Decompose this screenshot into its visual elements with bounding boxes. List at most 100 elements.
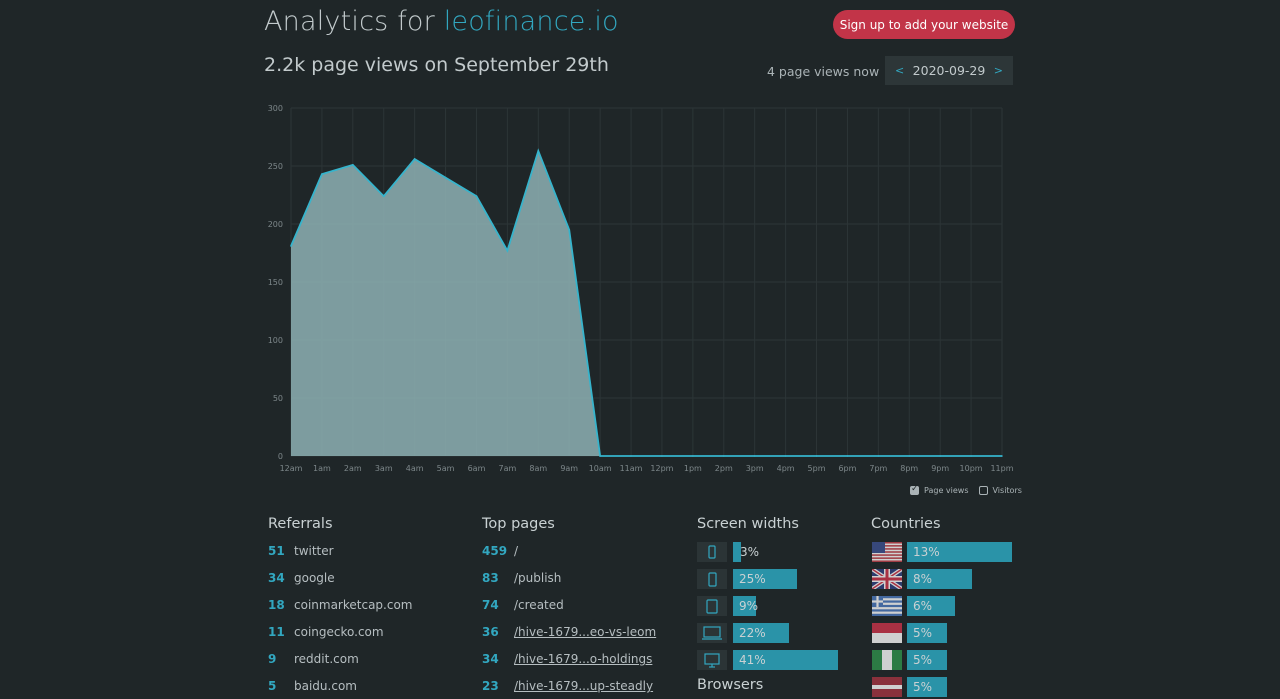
screen-width-pct: 22% bbox=[739, 626, 766, 640]
page-views-point bbox=[908, 455, 911, 457]
referral-label[interactable]: coinmarketcap.com bbox=[294, 598, 413, 612]
top-page-row[interactable]: 74/created bbox=[482, 598, 564, 612]
screen-width-pct: 9% bbox=[739, 599, 759, 613]
legend-visitors[interactable]: Visitors bbox=[978, 486, 1022, 495]
countries-title: Countries bbox=[871, 516, 941, 532]
y-tick-label: 150 bbox=[268, 278, 283, 287]
live-page-views: 4 page views now bbox=[767, 64, 880, 79]
country-bar[interactable] bbox=[907, 596, 956, 616]
top-page-label[interactable]: / bbox=[514, 544, 519, 558]
visitors-checkbox[interactable] bbox=[978, 486, 988, 495]
country-bar[interactable] bbox=[907, 650, 948, 670]
legend-visitors-label: Visitors bbox=[992, 486, 1022, 495]
top-page-row[interactable]: 34/hive-1679...o-holdings bbox=[482, 652, 652, 666]
country-bar[interactable] bbox=[907, 623, 948, 643]
next-date-button[interactable]: > bbox=[993, 64, 1003, 77]
nigeria-flag-icon bbox=[872, 650, 902, 670]
page-views-chart: 0 50 100 150 200 250 300 12am 1am 2am 3am 4am 5am 6am… bbox=[268, 104, 1014, 473]
referral-count: 51 bbox=[268, 544, 285, 558]
country-pct: 13% bbox=[913, 545, 940, 559]
title-prefix: Analytics for bbox=[264, 6, 444, 37]
x-tick-label: 6pm bbox=[838, 464, 856, 473]
x-tick-label: 2am bbox=[344, 464, 362, 473]
legend-page-views[interactable]: Page views bbox=[910, 484, 969, 495]
top-page-label[interactable]: /hive-1679...up-steadly bbox=[514, 679, 654, 693]
referral-label[interactable]: baidu.com bbox=[294, 679, 357, 693]
screen-width-bar[interactable] bbox=[733, 650, 838, 670]
screen-width-bar[interactable] bbox=[733, 623, 790, 643]
referral-row[interactable]: 51 twitter bbox=[268, 544, 334, 558]
page-views-checkbox[interactable] bbox=[910, 484, 919, 495]
referral-row[interactable]: 5 baidu.com bbox=[268, 679, 357, 693]
page-views-area bbox=[291, 150, 1002, 457]
referral-row[interactable]: 18 coinmarketcap.com bbox=[268, 598, 412, 612]
page-views-point bbox=[599, 455, 601, 457]
page-views-point bbox=[352, 164, 354, 166]
page-views-point bbox=[784, 455, 787, 457]
phone-icon bbox=[697, 569, 727, 589]
referral-label[interactable]: twitter bbox=[294, 544, 334, 558]
country-bar[interactable] bbox=[907, 677, 948, 697]
referral-label[interactable]: reddit.com bbox=[294, 652, 359, 666]
top-page-row[interactable]: 459 / bbox=[482, 544, 518, 558]
x-tick-label: 8pm bbox=[900, 464, 918, 473]
y-tick-label: 200 bbox=[268, 220, 283, 229]
x-tick-label: 3pm bbox=[746, 464, 764, 473]
screen-width-pct: 3% bbox=[740, 545, 760, 559]
x-tick-label: 7am bbox=[498, 464, 516, 473]
legend-page-views-label: Page views bbox=[924, 486, 969, 495]
top-page-row[interactable]: 83/publish bbox=[482, 571, 561, 585]
referral-label[interactable]: coingecko.com bbox=[294, 625, 384, 639]
x-tick-label: 10am bbox=[589, 464, 612, 473]
x-tick-label: 7pm bbox=[869, 464, 887, 473]
referral-row[interactable]: 11 coingecko.com bbox=[268, 625, 384, 639]
y-tick-label: 300 bbox=[268, 104, 283, 113]
site-domain[interactable]: leofinance.io bbox=[443, 6, 619, 37]
top-page-label[interactable]: /hive-1679...eo-vs-leom bbox=[514, 625, 657, 639]
top-page-count: 83 bbox=[482, 571, 499, 585]
page-views-point bbox=[444, 176, 447, 179]
top-page-row[interactable]: 36/hive-1679...eo-vs-leom bbox=[482, 625, 656, 639]
signup-button[interactable]: Sign up to add your website bbox=[833, 10, 1015, 39]
x-tick-label: 4pm bbox=[777, 464, 795, 473]
current-date[interactable]: 2020-09-29 bbox=[912, 63, 986, 78]
y-tick-label: 50 bbox=[273, 394, 283, 403]
page-views-line bbox=[290, 148, 1002, 457]
screen-width-bar[interactable] bbox=[733, 596, 757, 616]
country-pct: 6% bbox=[913, 599, 933, 613]
date-picker: < 2020-09-29 > bbox=[885, 56, 1013, 85]
x-tick-label: 9am bbox=[560, 464, 578, 473]
x-tick-label: 1am bbox=[313, 464, 331, 473]
country-bar[interactable] bbox=[907, 569, 972, 589]
x-tick-label: 2pm bbox=[715, 464, 733, 473]
page-views-point bbox=[722, 455, 725, 457]
referral-count: 5 bbox=[268, 679, 277, 693]
prev-date-button[interactable]: < bbox=[895, 64, 905, 77]
screen-width-pct: 25% bbox=[739, 572, 766, 586]
top-page-label[interactable]: /hive-1679...o-holdings bbox=[514, 652, 653, 666]
screen-width-pct: 41% bbox=[739, 653, 766, 667]
referral-row[interactable]: 34 google bbox=[268, 571, 335, 585]
top-pages-title: Top pages bbox=[482, 516, 555, 532]
top-page-count: 34 bbox=[482, 652, 499, 666]
top-page-label[interactable]: /created bbox=[514, 598, 564, 612]
screen-width-bar[interactable] bbox=[733, 542, 741, 562]
referral-count: 34 bbox=[268, 571, 285, 585]
desktop-icon bbox=[697, 650, 727, 670]
laptop-icon bbox=[697, 623, 727, 643]
country-pct: 5% bbox=[913, 626, 933, 640]
referral-row[interactable]: 9 reddit.com bbox=[268, 652, 359, 666]
x-tick-label: 9pm bbox=[931, 464, 949, 473]
page-views-point bbox=[321, 173, 323, 175]
top-page-count: 36 bbox=[482, 625, 499, 639]
country-bar[interactable] bbox=[907, 542, 1012, 562]
page-views-point bbox=[475, 195, 478, 197]
top-page-label[interactable]: /publish bbox=[514, 571, 562, 585]
page-views-summary: 2.2k page views on September 29th bbox=[264, 54, 609, 76]
x-tick-label: 1pm bbox=[684, 464, 702, 473]
screen-width-bar[interactable] bbox=[733, 569, 798, 589]
referral-label[interactable]: google bbox=[294, 571, 335, 585]
x-tick-label: 11am bbox=[620, 464, 643, 473]
screen-widths-title: Screen widths bbox=[697, 516, 799, 532]
top-page-row[interactable]: 23/hive-1679...up-steadly bbox=[482, 679, 653, 693]
